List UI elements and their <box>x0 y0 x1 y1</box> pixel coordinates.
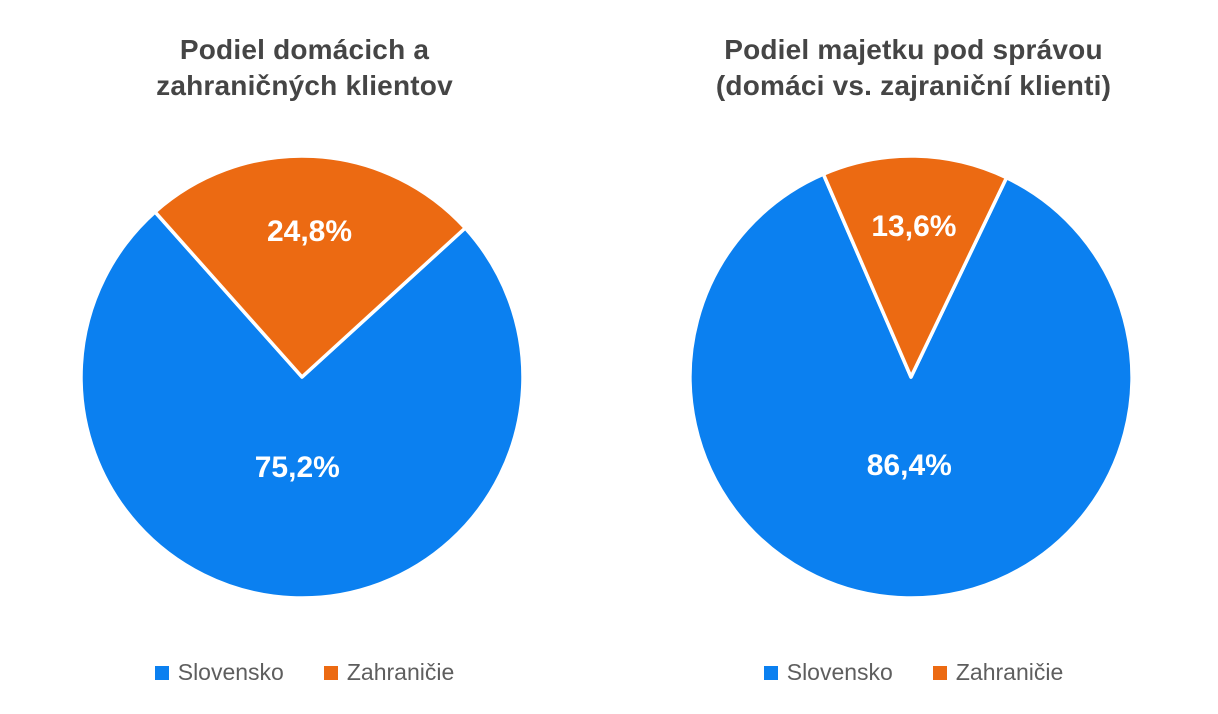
pie-slice-slovensko <box>688 172 1134 600</box>
legend-item-zahranicie: Zahraničie <box>323 659 455 686</box>
slice-value-label: 13,6% <box>871 210 956 243</box>
legend-item-slovensko: Slovensko <box>154 659 284 686</box>
legend-swatch-slovensko-icon <box>763 665 778 680</box>
slice-value-label: 75,2% <box>255 451 340 484</box>
chart-assets: Podiel majetku pod správou (domáci vs. z… <box>609 0 1218 714</box>
legend-swatch-zahranicie-icon <box>932 665 947 680</box>
legend-label: Zahraničie <box>955 659 1064 685</box>
legend-swatch-zahranicie-icon <box>323 665 338 680</box>
pie-slice-slovensko <box>79 210 525 600</box>
legend-label: Zahraničie <box>346 659 455 685</box>
legend-item-slovensko: Slovensko <box>763 659 893 686</box>
slice-value-label: 86,4% <box>867 449 952 482</box>
legend-label: Slovensko <box>786 659 893 685</box>
chart-title: Podiel domácich a zahraničných klientov <box>156 34 453 101</box>
pie-slice-zahraničie <box>153 154 467 379</box>
pie-chart: 86,4% 13,6% <box>688 154 1134 600</box>
legend: Slovensko Zahraničie <box>609 659 1218 686</box>
pie-chart: 75,2% 24,8% <box>79 154 525 600</box>
pie-slice-zahraničie <box>821 154 1009 379</box>
legend: Slovensko Zahraničie <box>0 659 609 686</box>
chart-clients: Podiel domácich a zahraničných klientov … <box>0 34 609 686</box>
pie-chart-clients: 75,2% 24,8% <box>72 147 532 607</box>
legend-label: Slovensko <box>177 659 284 685</box>
slice-value-label: 24,8% <box>267 215 352 248</box>
pie-chart-assets: 86,4% 13,6% <box>681 147 1141 607</box>
chart-title: Podiel majetku pod správou (domáci vs. z… <box>715 34 1112 101</box>
legend-swatch-slovensko-icon <box>154 665 169 680</box>
legend-item-zahranicie: Zahraničie <box>932 659 1064 686</box>
